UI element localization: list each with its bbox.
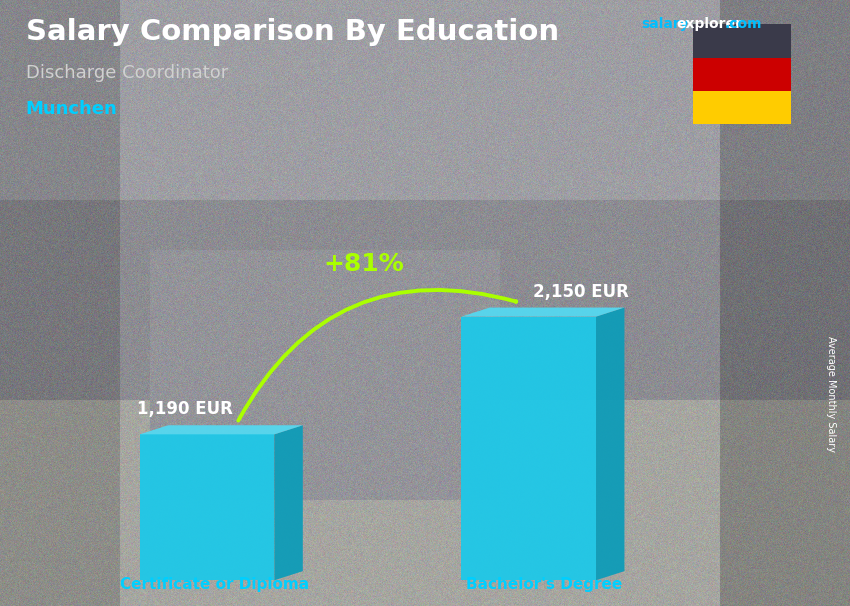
Bar [693,58,791,91]
Polygon shape [275,425,303,581]
FancyArrowPatch shape [238,290,516,421]
Text: salary: salary [642,17,689,31]
Bar [693,24,791,58]
Text: Salary Comparison By Education: Salary Comparison By Education [26,18,558,46]
Text: .com: .com [725,17,762,31]
Polygon shape [462,308,625,317]
Text: +81%: +81% [324,252,405,276]
Text: 2,150 EUR: 2,150 EUR [533,283,629,301]
Polygon shape [596,308,625,581]
Text: Munchen: Munchen [26,100,117,118]
Polygon shape [139,435,275,581]
Text: Average Monthly Salary: Average Monthly Salary [826,336,836,452]
Text: Discharge Coordinator: Discharge Coordinator [26,64,228,82]
Polygon shape [462,317,596,581]
Bar [693,91,791,124]
Text: 1,190 EUR: 1,190 EUR [137,401,233,418]
Text: Certificate or Diploma: Certificate or Diploma [120,576,309,591]
Text: explorer: explorer [677,17,743,31]
Polygon shape [139,425,303,435]
Text: Bachelor's Degree: Bachelor's Degree [466,576,622,591]
